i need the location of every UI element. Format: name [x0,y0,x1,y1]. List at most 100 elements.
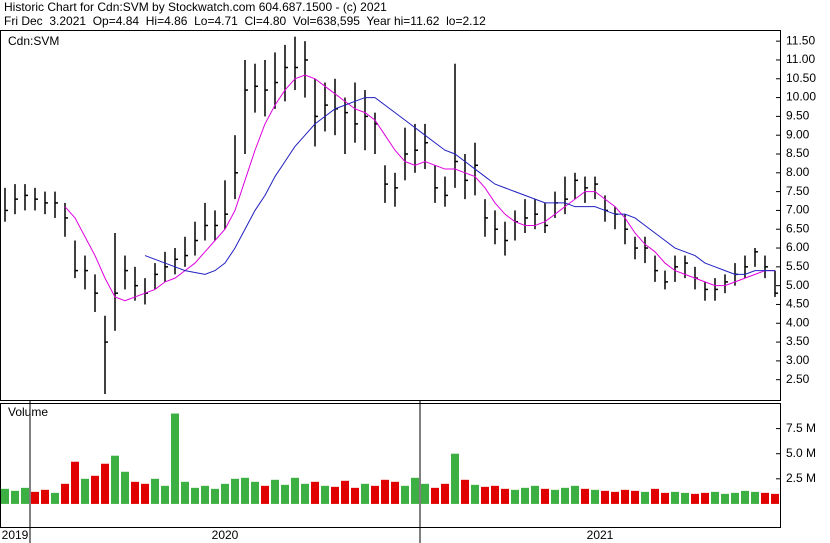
y-tick-label: 7.50 [786,184,810,198]
volume-bar [291,477,299,504]
volume-bar [151,478,159,504]
panel-label: Cdn:SVM [8,34,59,48]
period-label: 2019 [2,528,29,542]
volume-bar [471,484,479,504]
volume-bar [241,477,249,504]
volume-bar [131,481,139,504]
y-tick-label: 11.00 [786,52,815,66]
volume-bar [701,492,709,504]
volume-bar [461,479,469,504]
volume-bar [61,483,69,504]
volume-bar [631,490,639,504]
volume-bar [541,488,549,504]
volume-bar [521,487,529,504]
volume-bar [211,488,219,504]
volume-bar [341,480,349,504]
volume-bar [171,413,179,504]
y-tick-label: 4.50 [786,297,810,311]
volume-bar [601,490,609,504]
chart-title: Historic Chart for Cdn:SVM by Stockwatch… [4,0,387,14]
volume-bar [561,487,569,504]
y-tick-label: 2.50 [786,372,810,386]
y-tick-label: 3.50 [786,334,810,348]
y-tick-label: 4.00 [786,315,810,329]
volume-bar [641,491,649,504]
y-tick-label: 3.00 [786,353,810,367]
volume-bar [681,492,689,504]
volume-bar [271,479,279,504]
volume-bar [411,477,419,504]
volume-bar [571,485,579,504]
volume-bar [141,483,149,504]
volume-bar [661,492,669,504]
volume-bar [761,492,769,504]
volume-bar [51,492,59,504]
volume-bar [261,485,269,504]
volume-bar [711,491,719,504]
volume-bar [501,488,509,504]
volume-bar [1,488,9,504]
volume-bar [731,492,739,504]
volume-bar [121,471,129,504]
volume-bar [181,481,189,504]
y-tick-label: 5.00 [786,278,810,292]
y-tick-label: 8.50 [786,146,810,160]
y-tick-label: 6.00 [786,240,810,254]
volume-bar [611,491,619,504]
volume-bar [361,483,369,504]
volume-label: Volume [8,405,48,419]
volume-bar [71,461,79,504]
volume-bar [691,493,699,504]
volume-bar [491,485,499,504]
y-tick-label: 7.5 M [786,421,816,435]
volume-bar [371,485,379,504]
volume-bar [191,487,199,504]
volume-bar [251,481,259,504]
volume-bar [721,493,729,504]
volume-bar [531,485,539,504]
volume-bar [101,463,109,504]
volume-bar [11,490,19,504]
volume-bar [511,489,519,504]
volume-bar [751,491,759,504]
y-tick-label: 9.50 [786,109,810,123]
volume-bar [321,485,329,504]
volume-bar [551,489,559,504]
volume-bar [401,485,409,504]
volume-bar [771,493,779,504]
y-tick-label: 10.00 [786,90,816,104]
moving-average [144,97,775,275]
volume-bar [621,489,629,504]
volume-bar [421,483,429,504]
period-label: 2021 [587,528,614,542]
volume-bar [451,453,459,504]
volume-bar [481,486,489,504]
period-label: 2020 [212,528,239,542]
moving-average [64,74,775,302]
volume-bar [311,481,319,504]
volume-bar [201,485,209,504]
price-panel [0,30,781,401]
volume-bar [41,489,49,504]
y-tick-label: 5.0 M [786,446,816,460]
y-tick-label: 9.00 [786,127,810,141]
y-tick-label: 10.50 [786,71,816,85]
volume-bar [81,478,89,504]
volume-bar [741,490,749,504]
chart-subtitle: Fri Dec 3.2021 Op=4.84 Hi=4.86 Lo=4.71 C… [4,14,486,28]
volume-bar [221,483,229,504]
volume-bar [391,481,399,504]
volume-bar [431,487,439,504]
volume-bar [161,485,169,504]
volume-bar [91,475,99,504]
y-tick-label: 5.50 [786,259,810,273]
volume-bar [231,478,239,504]
volume-bar [21,487,29,504]
volume-bar [671,491,679,504]
y-tick-label: 2.5 M [786,471,816,485]
volume-bar [591,489,599,504]
volume-bar [301,483,309,504]
